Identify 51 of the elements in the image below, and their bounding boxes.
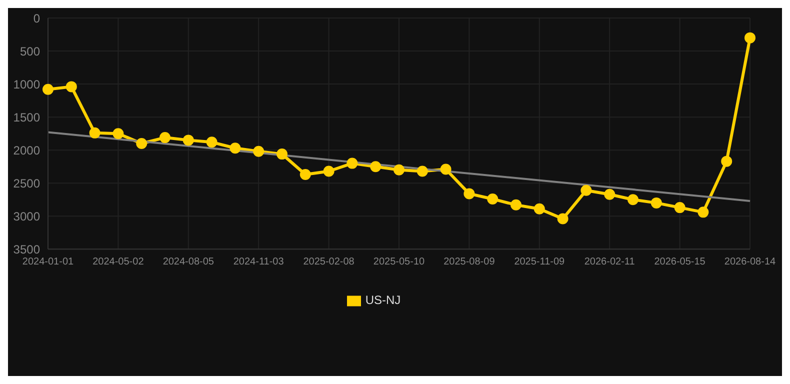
point xyxy=(464,188,475,200)
x-tick-label: 2026-05-15 xyxy=(654,256,706,268)
x-tick-label: 2026-08-14 xyxy=(724,256,776,268)
point xyxy=(370,161,382,172)
point xyxy=(416,166,428,177)
point xyxy=(650,197,662,208)
point xyxy=(557,213,568,224)
x-tick-label: 2025-05-10 xyxy=(373,256,426,268)
point xyxy=(253,146,264,157)
y-tick-label: 2000 xyxy=(13,143,40,158)
y-tick-label: 2500 xyxy=(13,176,40,190)
y-tick-label: 1000 xyxy=(13,77,40,92)
point xyxy=(698,206,709,218)
x-tick-label: 2024-01-01 xyxy=(22,256,74,268)
x-tick-label: 2025-02-08 xyxy=(303,256,355,268)
point xyxy=(604,188,616,200)
point xyxy=(89,127,100,138)
point xyxy=(534,203,545,214)
y-tick-label: 500 xyxy=(20,44,40,58)
point xyxy=(206,136,218,148)
x-tick-label: 2024-08-05 xyxy=(162,256,214,268)
y-tick-label: 3500 xyxy=(13,242,40,256)
point xyxy=(112,128,124,140)
point xyxy=(66,81,77,92)
point xyxy=(580,184,592,196)
point xyxy=(744,32,756,44)
point xyxy=(182,134,194,146)
point xyxy=(42,84,54,95)
y-tick-label: 1500 xyxy=(13,110,40,124)
point xyxy=(510,199,522,210)
point xyxy=(136,138,148,149)
x-tick-label: 2025-08-09 xyxy=(444,256,496,268)
point xyxy=(160,132,170,144)
y-tick-label: 3000 xyxy=(13,209,40,224)
point xyxy=(674,202,686,214)
x-tick-label: 2024-11-03 xyxy=(233,256,284,268)
x-tick-label: 2024-05-02 xyxy=(92,256,144,268)
point xyxy=(487,193,498,204)
point xyxy=(628,194,638,206)
y-tick-label: 0 xyxy=(33,11,40,26)
legend-label: US-NJ xyxy=(365,293,401,308)
point xyxy=(300,169,311,180)
point xyxy=(230,142,241,154)
point xyxy=(323,166,334,177)
point xyxy=(721,156,732,167)
point xyxy=(440,164,452,175)
x-tick-label: 2025-11-09 xyxy=(514,256,566,268)
point xyxy=(346,158,358,169)
point xyxy=(276,148,288,160)
x-tick-label: 2026-02-11 xyxy=(584,256,636,268)
point xyxy=(394,164,404,176)
